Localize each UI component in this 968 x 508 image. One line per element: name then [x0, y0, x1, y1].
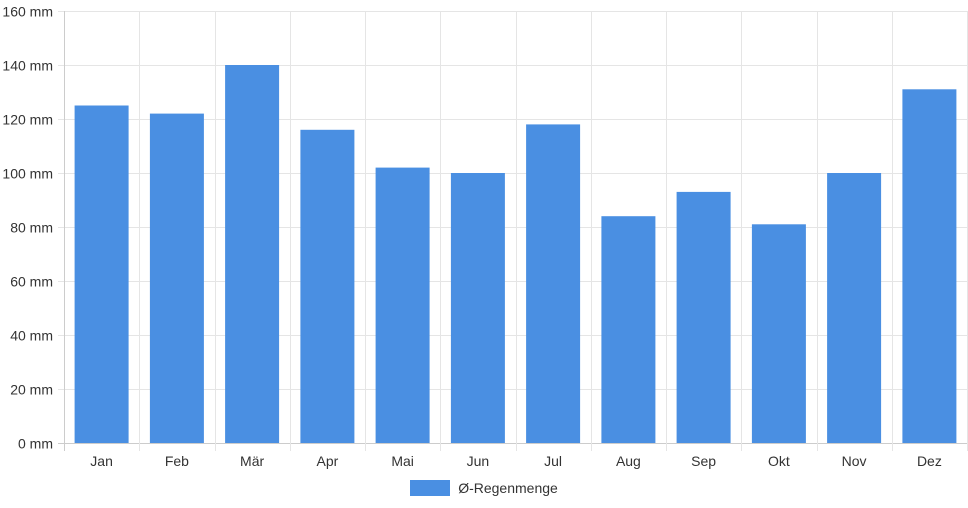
y-tick-label: 40 mm	[10, 328, 53, 344]
bar-Feb	[149, 113, 204, 443]
bar-Dez	[902, 89, 957, 444]
x-tick-label: Jan	[90, 453, 113, 469]
x-tick-label: Nov	[842, 453, 867, 469]
bar-Mai	[375, 167, 430, 443]
x-tick-label: Mai	[391, 453, 414, 469]
y-tick-label: 100 mm	[2, 166, 53, 182]
x-tick-label: Jul	[544, 453, 562, 469]
x-tick-label: Feb	[165, 453, 189, 469]
bar-Okt	[751, 224, 806, 443]
legend-swatch	[410, 480, 451, 496]
x-tick-label: Aug	[616, 453, 641, 469]
bar-Apr	[300, 129, 355, 444]
bar-Jan	[74, 105, 129, 443]
bars	[74, 65, 957, 444]
bar-Jul	[526, 124, 581, 444]
x-tick-label: Dez	[917, 453, 942, 469]
bar-Nov	[827, 173, 882, 443]
bar-Jun	[450, 173, 505, 443]
y-tick-label: 20 mm	[10, 382, 53, 398]
y-tick-label: 80 mm	[10, 220, 53, 236]
x-tick-label: Okt	[768, 453, 790, 469]
legend[interactable]: Ø-Regenmenge	[0, 480, 968, 496]
legend-label: Ø-Regenmenge	[458, 480, 558, 496]
bar-Mär	[225, 65, 280, 443]
x-tick-label: Jun	[467, 453, 490, 469]
y-tick-label: 120 mm	[2, 112, 53, 128]
y-tick-label: 140 mm	[2, 58, 53, 74]
x-tick-label: Apr	[317, 453, 339, 469]
x-tick-label: Mär	[240, 453, 264, 469]
y-tick-label: 60 mm	[10, 274, 53, 290]
y-tick-label: 0 mm	[18, 436, 53, 452]
bar-Aug	[601, 216, 656, 443]
x-axis-ticks: Jan Feb Mär Apr Mai Jun Jul Aug Sep Okt Nov Dez	[90, 453, 942, 469]
y-tick-label: 160 mm	[2, 4, 53, 20]
bar-Sep	[676, 191, 731, 443]
x-tick-label: Sep	[691, 453, 716, 469]
y-axis-ticks: 0 mm 20 mm 40 mm 60 mm 80 mm 100 mm 120 mm 140 …	[2, 4, 53, 452]
